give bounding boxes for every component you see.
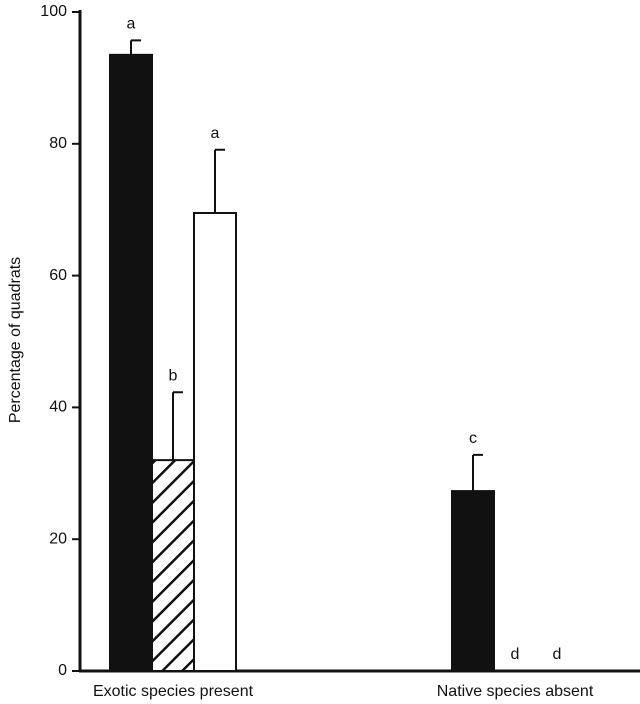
y-tick-label: 20 bbox=[49, 530, 67, 547]
y-tick-label: 60 bbox=[49, 267, 67, 284]
significance-letter: c bbox=[469, 430, 477, 447]
y-tick-label: 0 bbox=[58, 662, 67, 679]
y-tick-label: 80 bbox=[49, 135, 67, 152]
error-bar bbox=[130, 39, 141, 55]
significance-letter: d bbox=[511, 646, 520, 663]
y-tick-label: 40 bbox=[49, 399, 67, 416]
y-axis-label: Percentage of quadrats bbox=[7, 257, 24, 423]
bar bbox=[109, 53, 153, 672]
bar bbox=[193, 211, 237, 672]
significance-letter: a bbox=[211, 125, 220, 142]
bar bbox=[451, 490, 495, 672]
bar bbox=[151, 459, 195, 672]
x-tick-label: Native species absent bbox=[437, 683, 594, 700]
error-bar bbox=[172, 391, 183, 461]
significance-letter: a bbox=[127, 16, 136, 33]
significance-letter: d bbox=[553, 646, 562, 663]
y-tick-label: 100 bbox=[40, 3, 67, 20]
x-tick-label: Exotic species present bbox=[93, 683, 254, 700]
significance-letter: b bbox=[169, 367, 178, 384]
error-bar bbox=[214, 148, 225, 213]
error-bar bbox=[472, 453, 483, 492]
